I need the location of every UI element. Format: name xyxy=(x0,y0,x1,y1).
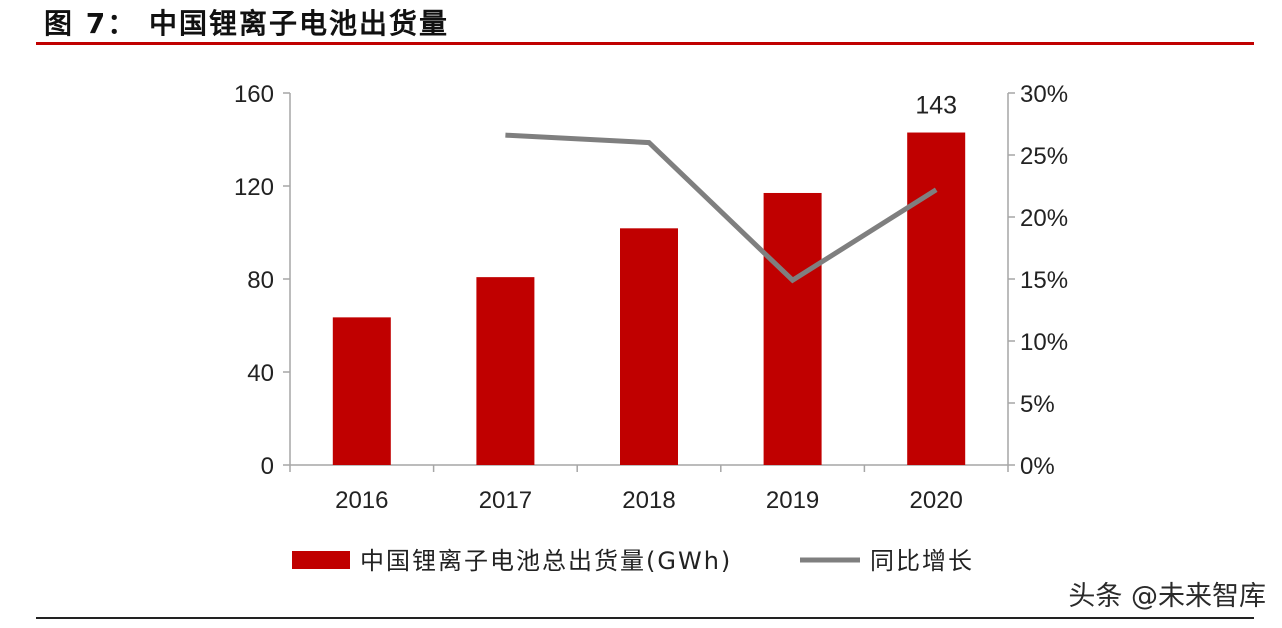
axes: 0 40 80 120 160 0% 5% 10% 15% 20% 25% 30% 2016 2017 20… xyxy=(234,81,1068,514)
right-tick-label: 10% xyxy=(1020,329,1068,356)
x-tick-label: 2017 xyxy=(479,487,532,514)
left-tick-label: 0 xyxy=(261,453,274,480)
x-tick-label: 2018 xyxy=(622,487,675,514)
bottom-rule xyxy=(36,617,1254,619)
right-tick-label: 0% xyxy=(1020,453,1055,480)
bar-2017 xyxy=(476,277,535,465)
legend: 中国锂离子电池总出货量(GWh) 同比增长 xyxy=(292,547,974,575)
legend-swatch-bar xyxy=(292,551,350,569)
bars xyxy=(332,132,966,465)
growth-line xyxy=(505,132,938,284)
legend-label-line: 同比增长 xyxy=(870,547,974,575)
left-tick-label: 120 xyxy=(234,174,274,201)
right-tick-label: 20% xyxy=(1020,205,1068,232)
figure-title: 图 7： 中国锂离子电池出货量 xyxy=(44,7,449,40)
right-tick-label: 5% xyxy=(1020,391,1055,418)
bar-2018 xyxy=(620,228,678,465)
bar-2020 xyxy=(907,132,966,465)
x-tick-label: 2019 xyxy=(766,487,819,514)
right-tick-label: 15% xyxy=(1020,267,1068,294)
growth-line-path xyxy=(505,132,938,284)
right-tick-label: 25% xyxy=(1020,143,1068,170)
bar-2019 xyxy=(763,192,822,465)
x-tick-label: 2016 xyxy=(335,487,388,514)
title-rule xyxy=(36,42,1254,45)
left-tick-label: 160 xyxy=(234,81,274,108)
x-tick-label: 2020 xyxy=(910,487,963,514)
labels: 143 xyxy=(915,92,957,120)
left-tick-label: 80 xyxy=(247,267,274,294)
legend-label-bar: 中国锂离子电池总出货量(GWh) xyxy=(360,547,732,575)
watermark: 头条 @未来智库 xyxy=(1068,581,1266,612)
right-tick-label: 30% xyxy=(1020,81,1068,108)
data-label-2020: 143 xyxy=(915,92,957,120)
bar-2016 xyxy=(332,317,391,465)
left-tick-label: 40 xyxy=(247,360,274,387)
